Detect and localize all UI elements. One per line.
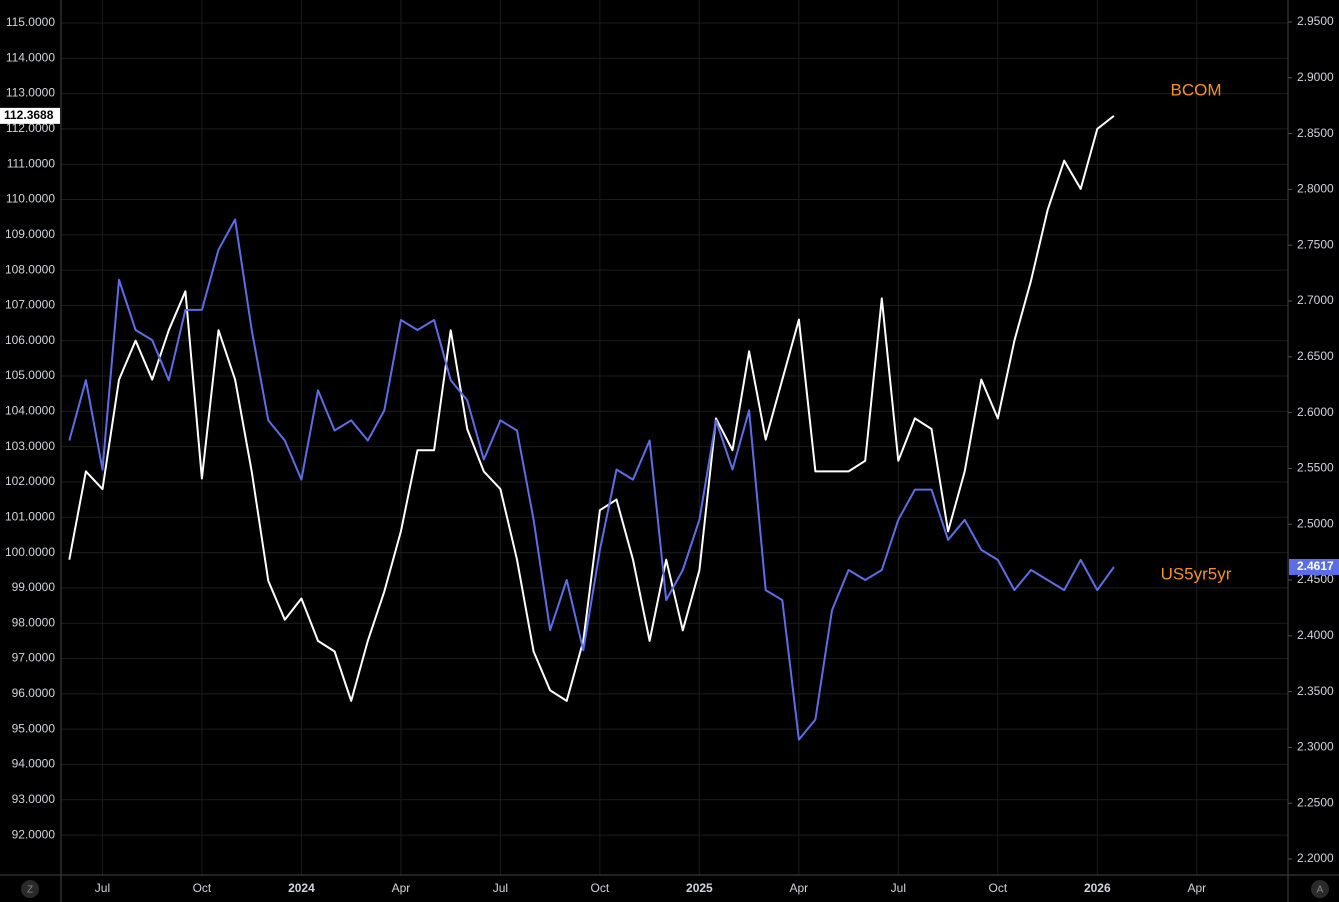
y-tick-label: 108.0000 xyxy=(5,262,55,276)
series-label: US5yr5yr xyxy=(1161,564,1232,583)
y-tick-label: 113.0000 xyxy=(6,86,55,100)
y-tick-label: 107.0000 xyxy=(5,298,55,312)
x-tick-label: Oct xyxy=(591,881,610,895)
y2-tick-label: 2.5500 xyxy=(1297,461,1334,475)
right-button[interactable]: A xyxy=(1317,885,1324,896)
y-tick-label: 103.0000 xyxy=(5,439,55,453)
y-tick-label: 97.0000 xyxy=(12,651,56,665)
x-tick-label: Apr xyxy=(1187,881,1206,895)
y2-tick-label: 2.2000 xyxy=(1297,851,1334,865)
y2-tick-label: 2.2500 xyxy=(1297,795,1334,809)
x-tick-label: Jul xyxy=(95,881,110,895)
y-tick-label: 101.0000 xyxy=(5,509,55,523)
last-value-label: 112.3688 xyxy=(4,108,54,122)
last-value-tag xyxy=(0,107,60,124)
y-tick-label: 114.0000 xyxy=(6,50,55,64)
y2-tick-label: 2.9500 xyxy=(1297,14,1334,28)
last-value-label: 2.4617 xyxy=(1297,559,1334,573)
y2-tick-label: 2.4500 xyxy=(1297,572,1334,586)
y2-tick-label: 2.4000 xyxy=(1297,628,1334,642)
y2-tick-label: 2.8000 xyxy=(1297,182,1334,196)
y-tick-label: 112.0000 xyxy=(6,121,55,135)
x-tick-label: 2024 xyxy=(288,881,315,895)
y-tick-label: 92.0000 xyxy=(12,827,56,841)
button-bg[interactable] xyxy=(1311,880,1329,898)
y-tick-label: 99.0000 xyxy=(12,580,56,594)
x-tick-label: 2025 xyxy=(686,881,713,895)
last-value-tag xyxy=(1289,558,1339,575)
x-tick-label: Jul xyxy=(493,881,508,895)
y-tick-label: 106.0000 xyxy=(5,333,55,347)
button-bg[interactable] xyxy=(21,880,39,898)
y2-tick-label: 2.5000 xyxy=(1297,516,1334,530)
y-tick-label: 93.0000 xyxy=(12,792,56,806)
y-tick-label: 104.0000 xyxy=(5,404,55,418)
left-button[interactable]: Z xyxy=(27,885,33,896)
y2-tick-label: 2.3500 xyxy=(1297,684,1334,698)
y-tick-label: 109.0000 xyxy=(5,227,55,241)
y-tick-label: 94.0000 xyxy=(12,757,56,771)
y2-tick-label: 2.6500 xyxy=(1297,349,1334,363)
x-tick-label: Apr xyxy=(392,881,411,895)
y2-tick-label: 2.7500 xyxy=(1297,237,1334,251)
x-tick-label: 2026 xyxy=(1084,881,1111,895)
y-tick-label: 102.0000 xyxy=(5,474,55,488)
y2-tick-label: 2.3000 xyxy=(1297,740,1334,754)
y-tick-label: 95.0000 xyxy=(12,721,56,735)
y-tick-label: 100.0000 xyxy=(5,545,55,559)
y-tick-label: 111.0000 xyxy=(7,156,56,170)
x-tick-label: Oct xyxy=(988,881,1007,895)
series-line xyxy=(68,218,1115,741)
y2-tick-label: 2.9000 xyxy=(1297,70,1334,84)
y-tick-label: 96.0000 xyxy=(12,686,56,700)
x-tick-label: Oct xyxy=(193,881,212,895)
x-tick-label: Jul xyxy=(891,881,906,895)
y2-tick-label: 2.6000 xyxy=(1297,405,1334,419)
y2-tick-label: 2.7000 xyxy=(1297,293,1334,307)
y-tick-label: 110.0000 xyxy=(6,192,55,206)
y-tick-label: 105.0000 xyxy=(5,368,55,382)
series-label: BCOM xyxy=(1171,80,1222,99)
y2-tick-label: 2.8500 xyxy=(1297,126,1334,140)
x-tick-label: Apr xyxy=(790,881,809,895)
series-line xyxy=(68,115,1115,702)
y-tick-label: 115.0000 xyxy=(6,15,55,29)
y-tick-label: 98.0000 xyxy=(12,615,56,629)
